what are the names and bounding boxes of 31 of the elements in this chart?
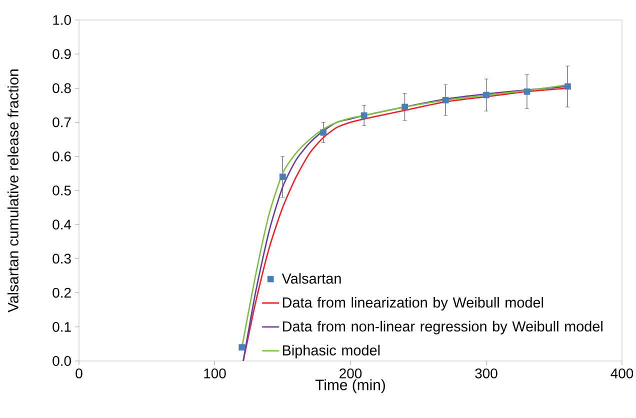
- y-tick-label: 0.7: [52, 117, 71, 128]
- point: [483, 92, 490, 98]
- point: [564, 83, 571, 90]
- y-tick-label: 0.3: [52, 254, 71, 264]
- point: [279, 174, 286, 180]
- y-tick-label: 0.4: [52, 220, 72, 230]
- point: [442, 96, 449, 104]
- y-tick-label: 1.0: [53, 15, 71, 25]
- legend-label: Biphasic model: [282, 344, 380, 358]
- y-tick-label: 0.0: [52, 356, 71, 366]
- x-tick-label: 0: [76, 368, 82, 378]
- y-tick-label: 0.9: [52, 49, 71, 60]
- x-axis-title: Time (min): [315, 379, 385, 394]
- point: [524, 88, 530, 95]
- x-tick-label: 300: [475, 368, 498, 378]
- legend-label: Data from linearization by Weibull model: [282, 297, 544, 310]
- y-tick-label: 0.8: [52, 83, 71, 94]
- y-tick-label: 0.5: [52, 186, 71, 196]
- y-tick-label: 0.6: [52, 151, 71, 162]
- point: [402, 104, 408, 110]
- x-tick-label: 400: [610, 368, 634, 378]
- y-tick-label: 0.1: [52, 322, 71, 332]
- legend-label: Valsartan: [282, 273, 341, 284]
- x-tick-label: 200: [340, 368, 362, 378]
- point: [320, 129, 327, 136]
- legend-label: Data from non-linear regression by Weibull model: [282, 320, 602, 334]
- y-axis-title: Valsartan cumulative release fraction: [7, 70, 18, 312]
- point: [360, 112, 368, 119]
- x-tick-label: 100: [204, 368, 226, 378]
- point: [238, 344, 246, 351]
- y-tick-label: 0.2: [52, 288, 71, 298]
